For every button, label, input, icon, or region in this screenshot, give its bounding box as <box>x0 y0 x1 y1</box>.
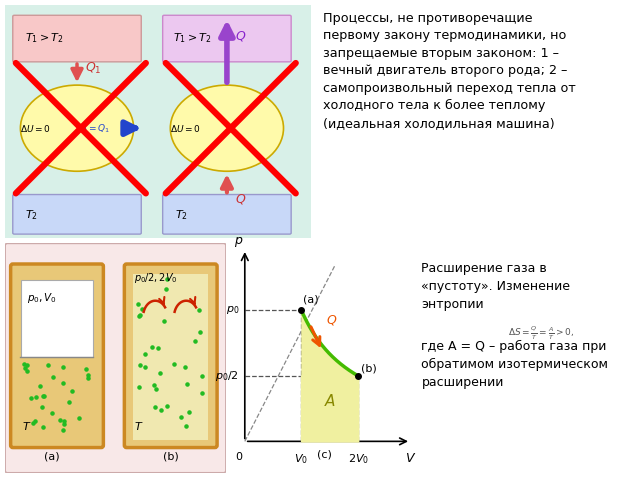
Text: $T_2$: $T_2$ <box>25 208 38 222</box>
Text: $T$: $T$ <box>22 420 31 432</box>
Text: $Q$: $Q$ <box>326 313 337 327</box>
Text: (c): (c) <box>317 450 332 460</box>
Circle shape <box>20 85 134 171</box>
Text: Расширение газа в
«пустоту». Изменение
энтропии: Расширение газа в «пустоту». Изменение э… <box>421 262 570 311</box>
FancyBboxPatch shape <box>163 15 291 62</box>
Text: где A = Q – работа газа при
обратимом изотермическом
расширении: где A = Q – работа газа при обратимом из… <box>421 340 609 389</box>
FancyBboxPatch shape <box>11 264 104 447</box>
Text: $p$: $p$ <box>234 235 244 249</box>
FancyBboxPatch shape <box>5 243 226 473</box>
Text: $Q_1$: $Q_1$ <box>84 61 101 76</box>
FancyBboxPatch shape <box>13 194 141 234</box>
Text: (b): (b) <box>361 363 377 373</box>
FancyBboxPatch shape <box>19 275 95 440</box>
Text: $p_0$: $p_0$ <box>226 304 239 316</box>
Text: $T_2$: $T_2$ <box>175 208 188 222</box>
Text: $T$: $T$ <box>134 420 144 432</box>
Text: $p_0/2$: $p_0/2$ <box>216 369 239 383</box>
Text: $V_0$: $V_0$ <box>294 452 308 466</box>
Text: (a): (a) <box>303 294 319 304</box>
Text: (b): (b) <box>163 451 179 461</box>
Text: $\Delta U = 0$: $\Delta U = 0$ <box>170 123 201 133</box>
Text: $p_0/2, 2V_0$: $p_0/2, 2V_0$ <box>134 271 178 285</box>
Text: $Q$: $Q$ <box>235 192 246 206</box>
Text: $A$: $A$ <box>324 394 336 409</box>
FancyBboxPatch shape <box>124 264 217 447</box>
Bar <box>20 280 93 357</box>
FancyBboxPatch shape <box>133 275 208 440</box>
Text: $2V_0$: $2V_0$ <box>348 452 369 466</box>
FancyBboxPatch shape <box>163 194 291 234</box>
FancyBboxPatch shape <box>2 2 314 240</box>
Text: $0$: $0$ <box>235 450 243 462</box>
Text: Процессы, не противоречащие
первому закону термодинамики, но
запрещаемые вторым : Процессы, не противоречащие первому зако… <box>323 12 576 130</box>
FancyBboxPatch shape <box>13 15 141 62</box>
Text: (a): (a) <box>44 451 60 461</box>
Text: $T_1 > T_2$: $T_1 > T_2$ <box>25 31 63 45</box>
Text: $\Delta U = 0$: $\Delta U = 0$ <box>20 123 51 133</box>
Circle shape <box>170 85 284 171</box>
Text: $p_0, V_0$: $p_0, V_0$ <box>27 291 57 305</box>
Text: $T_1 > T_2$: $T_1 > T_2$ <box>173 31 212 45</box>
Text: $Q$: $Q$ <box>235 29 246 43</box>
Text: $V$: $V$ <box>405 452 417 465</box>
Text: $\Delta S=\frac{Q}{T}=\frac{A}{T}>0,$: $\Delta S=\frac{Q}{T}=\frac{A}{T}>0,$ <box>508 325 574 342</box>
Text: $A = Q_1$: $A = Q_1$ <box>80 123 110 135</box>
